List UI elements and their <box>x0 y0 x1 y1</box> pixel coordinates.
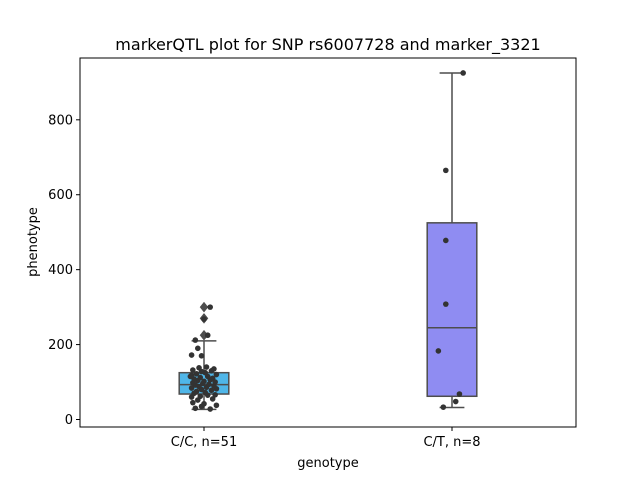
data-point <box>209 375 216 382</box>
y-tick-label: 800 <box>48 113 73 128</box>
data-point <box>456 391 463 397</box>
data-point <box>213 402 220 409</box>
data-point <box>187 373 194 380</box>
data-point <box>198 353 205 359</box>
y-tick-label: 0 <box>65 413 73 428</box>
chart-title: markerQTL plot for SNP rs6007728 and mar… <box>115 35 540 55</box>
data-point <box>206 381 212 388</box>
x-tick-label: C/T, n=8 <box>423 435 480 450</box>
data-point <box>190 367 196 373</box>
y-axis-label: phenotype <box>26 207 41 277</box>
data-point <box>195 345 201 352</box>
data-point <box>202 389 209 396</box>
data-point <box>201 400 207 407</box>
data-point <box>213 371 220 378</box>
data-point <box>211 366 217 372</box>
data-point <box>208 387 215 394</box>
data-point <box>460 70 466 76</box>
data-point <box>443 167 449 174</box>
data-point <box>201 316 207 322</box>
data-point <box>196 365 202 371</box>
data-point <box>435 348 442 354</box>
data-point <box>207 304 213 310</box>
data-point <box>443 237 449 244</box>
y-tick-label: 400 <box>48 263 73 278</box>
y-tick-label: 200 <box>48 338 73 353</box>
data-point <box>188 385 195 391</box>
data-point <box>204 332 211 339</box>
axes-frame <box>79 57 577 428</box>
outlier-marker <box>199 301 209 313</box>
data-point <box>207 406 213 412</box>
data-point <box>203 364 210 370</box>
data-point <box>192 405 199 412</box>
box <box>426 222 478 398</box>
data-point <box>197 374 204 381</box>
plot-area: 0 200 400 600 800 C/C, n=51 C/T, n=8 <box>48 70 481 450</box>
data-point <box>193 388 200 395</box>
data-point <box>212 391 218 398</box>
data-point <box>193 371 200 377</box>
data-point <box>192 337 199 343</box>
data-point <box>197 393 204 400</box>
data-point <box>190 399 196 406</box>
data-point <box>440 404 447 410</box>
x-tick-label: C/C, n=51 <box>171 435 237 450</box>
x-axis-label: genotype <box>297 456 358 471</box>
data-point <box>452 398 459 405</box>
data-point <box>201 378 207 385</box>
data-point <box>209 396 216 402</box>
data-point <box>188 352 195 358</box>
y-tick-label: 600 <box>48 188 73 203</box>
data-point <box>443 301 449 307</box>
